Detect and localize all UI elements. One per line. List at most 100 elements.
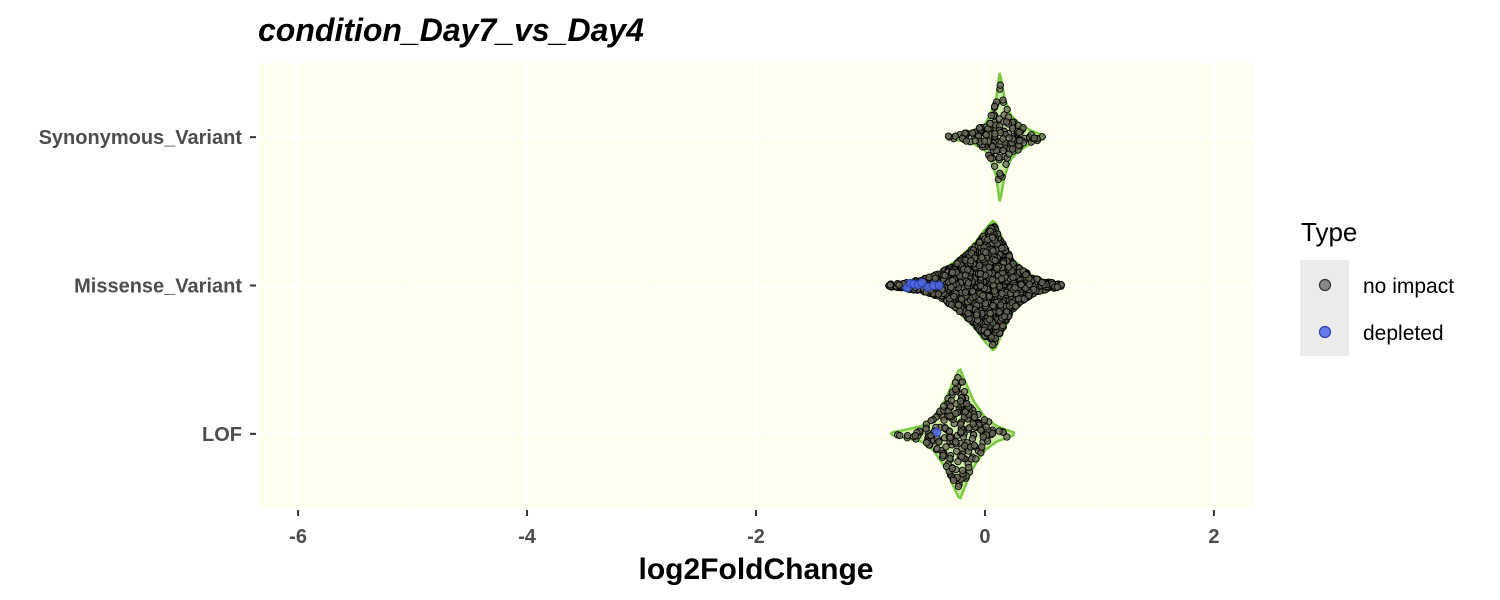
data-point [980,416,989,424]
data-point [981,299,990,308]
data-point [989,247,997,255]
data-point [1003,118,1011,126]
data-point [979,291,987,300]
data-point [976,270,985,278]
data-point [995,153,1003,162]
legend-title: Type [1301,217,1357,247]
data-point [988,429,997,438]
data-point [958,466,967,475]
data-point [987,154,995,162]
data-point [942,443,950,451]
data-point [968,434,977,443]
data-point [999,96,1007,104]
data-point [1022,271,1030,279]
data-point [975,124,984,132]
data-point [896,431,904,440]
data-point [972,455,980,463]
y-tick-label: Missense_Variant [74,276,242,298]
x-tick-label: 2 [1208,526,1219,548]
data-point [935,438,943,446]
data-point [1011,284,1019,292]
data-point [989,341,997,349]
data-point [947,283,955,292]
data-point [991,256,999,265]
data-point [940,416,948,424]
data-point [963,400,971,408]
data-point [999,146,1007,155]
data-point [886,281,894,289]
data-point [986,309,994,318]
data-point [960,387,969,396]
data-point [986,315,994,324]
data-point [989,276,997,284]
data-point [1038,278,1046,287]
grid-lines [258,63,1254,508]
x-tick-label: -6 [289,526,307,548]
data-point [945,427,954,435]
data-point [944,132,953,140]
data-point [998,244,1006,252]
data-point [962,137,970,145]
data-point [971,137,979,145]
legend-label: depleted [1363,322,1444,345]
data-point [1008,124,1017,132]
data-point [951,132,960,140]
data-point [999,135,1007,143]
data-point [982,423,990,431]
data-point [1002,160,1010,168]
data-points [885,81,1065,491]
data-point [954,482,963,491]
data-point [961,442,969,450]
y-axis-ticks: Synonymous_Variant Missense_Variant LOF [39,127,256,446]
data-point [956,397,965,405]
data-point [955,301,963,309]
data-point [983,328,992,337]
data-point [931,274,940,282]
data-point [940,402,948,410]
data-point [996,301,1005,309]
data-point [995,427,1003,435]
data-point [989,301,997,310]
x-axis-title: log2FoldChange [639,553,874,586]
data-point [996,169,1004,177]
data-point [958,378,966,386]
legend-swatch [1318,325,1332,339]
data-point [911,432,919,440]
data-point [967,257,975,265]
data-point [958,452,966,461]
data-point [1025,280,1033,288]
data-point [1033,275,1041,283]
data-point [977,282,985,290]
data-point [953,259,961,268]
data-point [927,416,935,425]
data-point [922,439,931,447]
data-point [968,129,976,137]
data-point [977,449,985,457]
data-point [946,402,955,410]
data-point [948,464,956,473]
data-point [965,463,973,472]
data-point [978,443,986,451]
data-point [998,289,1006,298]
data-point [948,276,956,285]
data-point [990,287,999,295]
data-point [939,451,947,460]
data-point [979,433,987,441]
data-point [1003,105,1011,114]
data-point [964,266,972,274]
data-point [1011,302,1020,310]
data-point [995,308,1003,316]
data-point [1003,433,1011,441]
data-point [942,462,951,470]
data-point [946,454,954,462]
data-point [988,234,997,242]
data-point [982,248,990,257]
data-point [978,253,986,262]
data-point [903,431,912,440]
data-point [1015,128,1023,136]
x-axis-ticks: -6 -4 -2 0 2 [289,510,1219,548]
data-point [1019,124,1027,132]
data-point [964,309,972,318]
data-point [1017,281,1025,289]
